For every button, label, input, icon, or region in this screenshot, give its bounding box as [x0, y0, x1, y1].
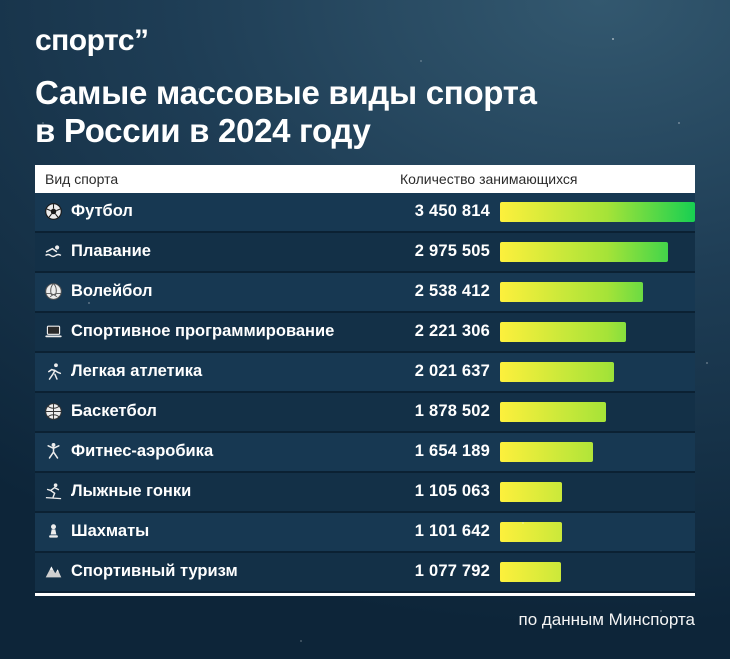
table-row: Плавание 2 975 505: [35, 232, 695, 273]
table-row: Фитнес-аэробика 1 654 189: [35, 432, 695, 473]
participant-count: 2 221 306: [414, 322, 490, 341]
table-row: Баскетбол 1 878 502: [35, 392, 695, 433]
soccer-ball-icon: [35, 202, 71, 221]
bar-cell: [490, 481, 695, 502]
column-header-count: Количество занимающихся: [400, 170, 578, 187]
bar-cell: [490, 561, 695, 582]
value-bar: [500, 321, 626, 342]
mountain-tourism-icon: [35, 562, 71, 581]
table-row: Спортивное программирование 2 221 306: [35, 312, 695, 353]
bar-cell: [490, 281, 695, 302]
sport-name: Спортивное программирование: [71, 322, 335, 341]
bar-cell: [490, 361, 695, 382]
brand-logo: спортс”: [35, 24, 149, 57]
participant-count: 1 105 063: [414, 482, 490, 501]
value-bar: [500, 281, 643, 302]
value-bar: [500, 361, 614, 382]
bar-cell: [490, 441, 695, 462]
bar-cell: [490, 241, 695, 262]
column-header-sport: Вид спорта: [45, 170, 119, 187]
table-row: Спортивный туризм 1 077 792: [35, 552, 695, 593]
swimmer-icon: [35, 242, 71, 261]
bar-cell: [490, 521, 695, 542]
value-bar: [500, 441, 593, 462]
bar-cell: [490, 401, 695, 422]
table-row: Лыжные гонки 1 105 063: [35, 472, 695, 513]
sport-name: Легкая атлетика: [71, 362, 203, 381]
sport-name: Спортивный туризм: [71, 562, 238, 581]
participant-count: 2 975 505: [414, 242, 490, 261]
footer-divider: [35, 592, 695, 596]
sports-table: Футбол 3 450 814 Плавание 2 975 505 Волейбол…: [35, 192, 695, 593]
participant-count: 1 101 642: [414, 522, 490, 541]
sport-name: Волейбол: [71, 282, 153, 301]
title-line-2: в России в 2024 году: [35, 112, 371, 150]
source-note: по данным Минспорта: [518, 609, 696, 629]
skier-icon: [35, 482, 71, 501]
runner-icon: [35, 362, 71, 381]
value-bar: [500, 481, 562, 502]
bar-cell: [490, 201, 695, 222]
table-header: Вид спорта Количество занимающихся: [35, 164, 695, 193]
table-row: Волейбол 2 538 412: [35, 272, 695, 313]
participant-count: 2 538 412: [414, 282, 490, 301]
value-bar: [500, 561, 561, 582]
sport-name: Шахматы: [71, 522, 150, 541]
value-bar: [500, 241, 668, 262]
value-bar: [500, 201, 695, 222]
sport-name: Баскетбол: [71, 402, 157, 421]
participant-count: 1 654 189: [414, 442, 490, 461]
laptop-icon: [35, 322, 71, 341]
value-bar: [500, 521, 562, 542]
chess-pawn-icon: [35, 522, 71, 541]
participant-count: 3 450 814: [414, 202, 490, 221]
table-row: Футбол 3 450 814: [35, 192, 695, 233]
sport-name: Лыжные гонки: [71, 482, 192, 501]
aerobics-icon: [35, 442, 71, 461]
basketball-icon: [35, 402, 71, 421]
participant-count: 1 878 502: [414, 402, 490, 421]
participant-count: 2 021 637: [414, 362, 490, 381]
table-row: Шахматы 1 101 642: [35, 512, 695, 553]
volleyball-icon: [35, 282, 71, 301]
sport-name: Плавание: [71, 242, 151, 261]
title-line-1: Самые массовые виды спорта: [35, 74, 537, 111]
value-bar: [500, 401, 606, 422]
participant-count: 1 077 792: [414, 562, 490, 581]
table-row: Легкая атлетика 2 021 637: [35, 352, 695, 393]
bar-cell: [490, 321, 695, 342]
sport-name: Футбол: [71, 202, 133, 221]
page-title: Самые массовые виды спорта в России в 20…: [35, 74, 695, 151]
sport-name: Фитнес-аэробика: [71, 442, 214, 461]
